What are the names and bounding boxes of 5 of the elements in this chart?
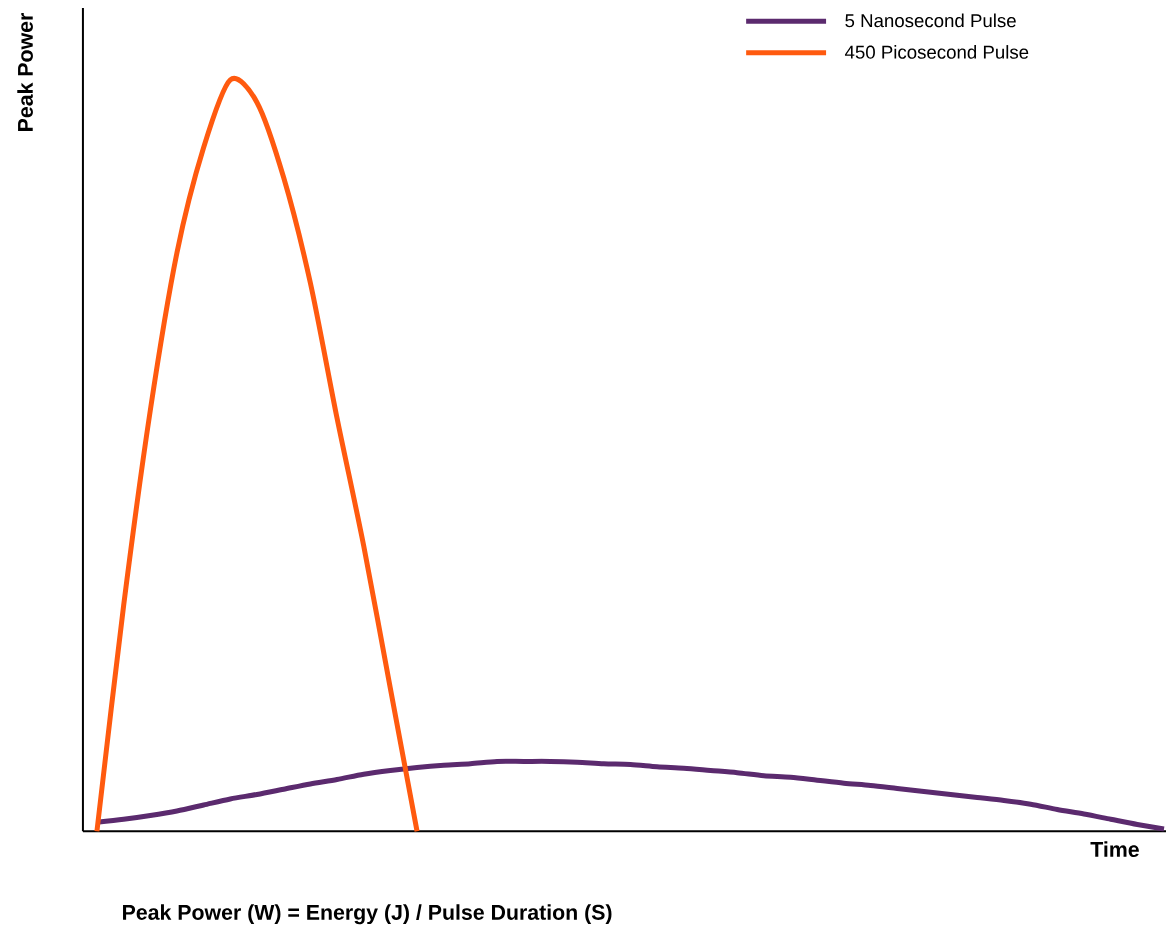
y-axis-title: Peak Power [17,13,33,132]
legend-label: 450 Picosecond Pulse [844,45,1029,59]
legend-label: 5 Nanosecond Pulse [845,13,1016,28]
text: Peak Power (W) = Energy (J) / Pulse Duration (S) [123,904,612,925]
x-axis-title: Time [1090,841,1139,858]
